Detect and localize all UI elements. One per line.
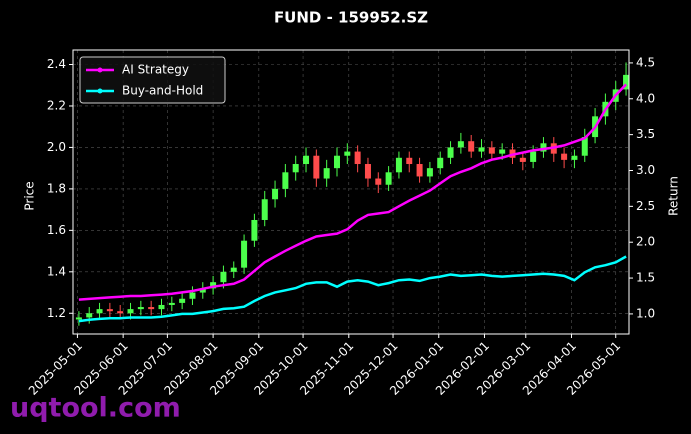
candle-body — [148, 307, 155, 310]
candle-body — [333, 155, 340, 169]
y-axis-label: Price — [23, 181, 37, 210]
candle-body — [199, 288, 206, 293]
candle-body — [437, 157, 444, 169]
candle-body — [571, 155, 578, 160]
candle-body — [468, 141, 475, 152]
y2-tick-label: 4.0 — [636, 91, 655, 105]
y-tick-label: 2.4 — [47, 57, 66, 71]
candle-body — [75, 317, 82, 320]
candle-body — [530, 151, 537, 162]
candle-body — [540, 143, 547, 152]
candle-body — [323, 168, 330, 179]
y2-tick-label: 3.5 — [636, 127, 655, 141]
line-series — [78, 83, 628, 301]
candle-body — [251, 219, 258, 241]
candle-body — [127, 309, 134, 314]
candle-body — [158, 304, 165, 310]
y2-tick-label: 2.5 — [636, 199, 655, 213]
candle-body — [96, 309, 103, 314]
chart-title: FUND - 159952.SZ — [274, 9, 428, 27]
candle-body — [230, 267, 237, 272]
candle-body — [117, 311, 124, 314]
y-tick-label: 2.2 — [47, 98, 66, 112]
legend-label: Buy-and-Hold — [122, 84, 203, 98]
plot-frame — [72, 49, 630, 335]
legend-marker — [97, 67, 103, 73]
y2-axis-label: Return — [667, 176, 681, 216]
candle-body — [261, 199, 268, 220]
candle-body — [354, 151, 361, 165]
y2-tick-label: 2.0 — [636, 235, 655, 249]
candle-body — [561, 153, 568, 160]
candle-body — [416, 164, 423, 177]
candle-body — [375, 178, 382, 185]
candle-body — [406, 157, 413, 165]
y-tick-label: 2.0 — [47, 140, 66, 154]
candle-body — [106, 309, 113, 312]
candle-body — [426, 168, 433, 177]
y-tick-label: 1.2 — [47, 306, 66, 320]
y-tick-label: 1.6 — [47, 223, 66, 237]
candle-body — [447, 147, 454, 158]
y2-tick-label: 3.0 — [636, 163, 655, 177]
y-tick-label: 1.8 — [47, 181, 66, 195]
candle-body — [241, 240, 248, 268]
candle-body — [499, 149, 506, 154]
legend-box — [79, 56, 226, 104]
candle-body — [303, 155, 310, 165]
candle-body — [189, 292, 196, 299]
candle-body — [179, 298, 186, 303]
candle-body — [210, 282, 217, 289]
candle-body — [457, 141, 464, 148]
candle-body — [344, 151, 351, 156]
candle-body — [364, 164, 371, 179]
candle-body — [86, 313, 93, 318]
y2-tick-label: 4.5 — [636, 55, 655, 69]
candle-body — [292, 164, 299, 173]
candle-body — [220, 271, 227, 283]
legend-label: AI Strategy — [122, 63, 189, 77]
candle-body — [623, 74, 630, 90]
candle-body — [282, 172, 289, 189]
candle-body — [385, 172, 392, 185]
candle-body — [313, 155, 320, 179]
y2-tick-label: 1.5 — [636, 271, 655, 285]
line-series — [78, 255, 627, 323]
candle-body — [137, 307, 144, 310]
candle-body — [395, 157, 402, 173]
candle-body — [581, 137, 588, 156]
y2-tick-label: 1.0 — [636, 306, 655, 320]
candle-body — [478, 147, 485, 152]
candle-body — [519, 157, 526, 162]
y-tick-label: 1.4 — [47, 264, 66, 278]
candle-body — [272, 188, 279, 200]
candle-body — [488, 147, 495, 154]
watermark: uqtool.com — [10, 393, 181, 424]
candle-body — [168, 302, 175, 305]
legend-marker — [97, 88, 103, 94]
